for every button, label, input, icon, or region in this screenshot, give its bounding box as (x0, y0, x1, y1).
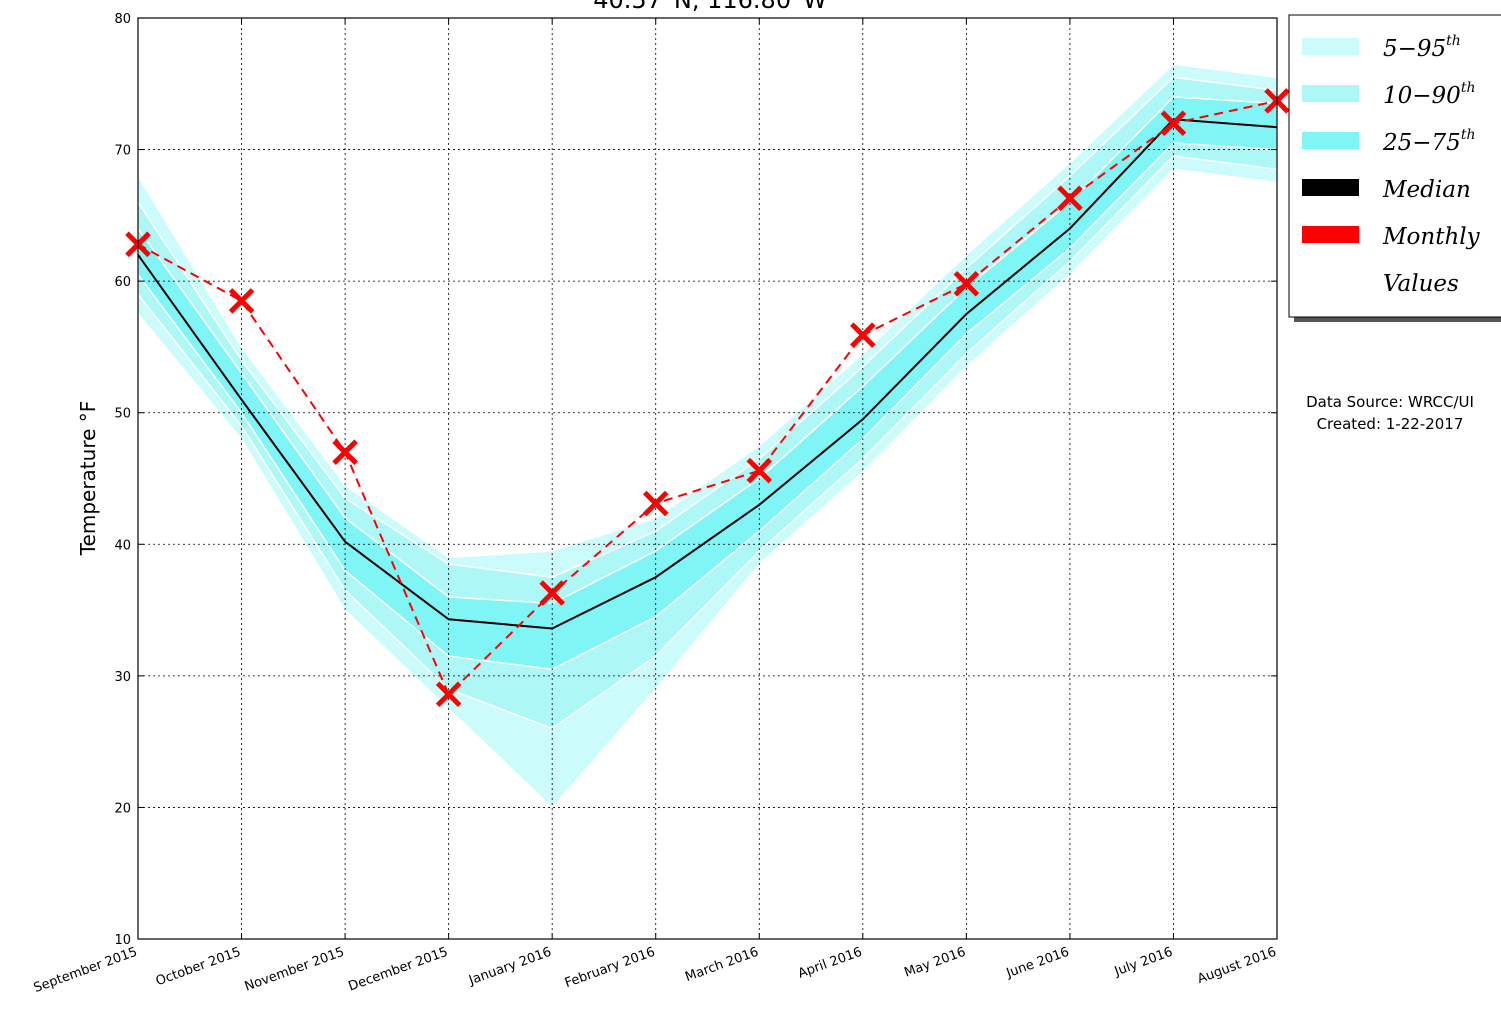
monthly-value-marker (539, 580, 565, 606)
marker-stroke (539, 580, 565, 606)
y-tick-label: 20 (114, 801, 131, 816)
monthly-value-marker (435, 681, 462, 708)
y-tick-label: 70 (114, 144, 131, 159)
monthly-value-marker (642, 490, 669, 517)
monthly-value-marker (746, 457, 773, 484)
x-tick-label: February 2016 (563, 945, 657, 992)
y-tick-label: 60 (114, 275, 131, 290)
legend-swatch-2 (1302, 132, 1359, 149)
y-tick-label: 80 (114, 12, 131, 27)
legend-label-superscript: th (1461, 80, 1476, 96)
marker-stroke (642, 490, 669, 517)
x-tick-label: March 2016 (683, 945, 760, 985)
y-tick-label: 10 (114, 933, 131, 948)
monthly-values-line (137, 99, 1278, 697)
marker-stroke (850, 322, 876, 348)
marker-stroke (953, 271, 980, 297)
x-tick-label: June 2016 (1004, 945, 1072, 982)
legend-swatch-0 (1302, 38, 1359, 55)
legend-label-extra: Values (1383, 271, 1459, 297)
legend-box (1288, 14, 1501, 318)
y-tick-label: 30 (114, 670, 131, 685)
x-tick-label: April 2016 (796, 945, 864, 982)
monthly-value-marker (1057, 185, 1083, 212)
y-axis-label: Temperature °F (76, 401, 100, 557)
y-tick-label: 40 (114, 538, 131, 553)
monthly-value-marker (228, 288, 255, 314)
x-tick-label: December 2015 (347, 945, 450, 995)
x-tick-label: January 2016 (466, 945, 553, 989)
created-date-text: Created: 1-22-2017 (1317, 415, 1464, 433)
data-source-text: Data Source: WRCC/UI (1306, 393, 1474, 411)
percentile-bands (137, 63, 1278, 809)
x-tick-label: September 2015 (32, 945, 140, 996)
x-tick-label: October 2015 (154, 945, 243, 990)
legend-label-3: Median (1382, 177, 1471, 203)
y-axis-ticks: 10 20 30 40 50 60 70 80 (114, 12, 1277, 948)
chart-title: 40.57°N, 116.80°W (593, 0, 827, 14)
marker-stroke (435, 681, 462, 708)
plot-frame (137, 17, 1278, 940)
monthly-value-marker (1160, 110, 1187, 137)
marker-stroke (1160, 110, 1187, 137)
x-tick-label: May 2016 (902, 945, 967, 981)
legend-label-1: 10−90th (1383, 80, 1475, 109)
legend-swatch-1 (1302, 85, 1359, 102)
grid-lines (138, 18, 1277, 939)
marker-stroke (1057, 185, 1083, 212)
legend-label-4: Monthly (1382, 224, 1481, 250)
median-line (137, 118, 1278, 630)
marker-stroke (332, 439, 358, 465)
monthly-value-marker (332, 439, 358, 465)
y-tick-label: 50 (114, 407, 131, 422)
monthly-value-marker (850, 322, 876, 348)
marker-stroke (228, 288, 255, 314)
x-tick-label: November 2015 (243, 945, 347, 995)
marker-stroke (746, 457, 773, 484)
legend-label-superscript: th (1446, 33, 1461, 49)
legend-label-superscript: th (1461, 127, 1476, 143)
monthly-value-marker (953, 271, 980, 297)
legend-swatch-4 (1302, 226, 1359, 243)
x-tick-label: July 2016 (1112, 945, 1175, 980)
x-tick-label: August 2016 (1196, 945, 1279, 987)
legend-swatch-3 (1302, 179, 1359, 196)
legend-label-2: 25−75th (1382, 127, 1475, 156)
